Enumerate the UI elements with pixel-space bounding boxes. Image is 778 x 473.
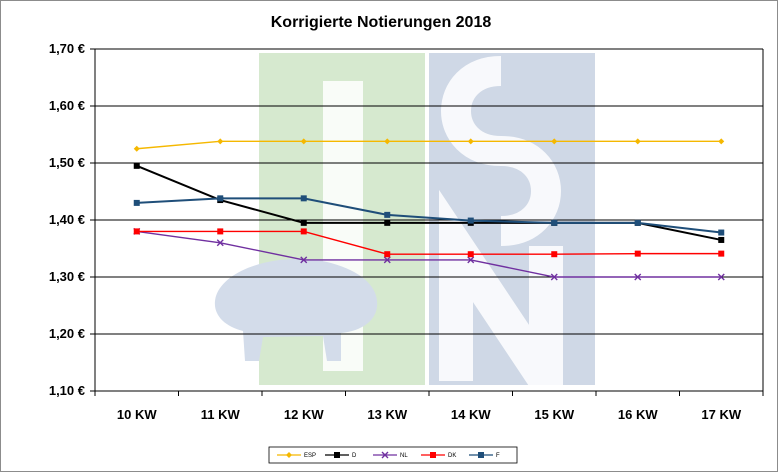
series-line-f bbox=[136, 197, 722, 234]
data-point-f bbox=[217, 195, 224, 202]
legend-label-nl: NL bbox=[400, 453, 408, 459]
legend: ESP D NL DK F bbox=[268, 446, 518, 464]
data-point-dk bbox=[718, 250, 725, 257]
legend-marker-f bbox=[478, 452, 484, 458]
data-point-f bbox=[300, 195, 307, 202]
series-layer bbox=[133, 138, 725, 281]
watermark-letter-n bbox=[439, 189, 563, 438]
series-line-esp bbox=[136, 140, 722, 150]
series-line-dk bbox=[136, 230, 722, 255]
data-point-f bbox=[551, 219, 558, 226]
data-point-dk bbox=[467, 251, 474, 258]
data-point-esp bbox=[467, 138, 474, 145]
data-point-nl bbox=[550, 273, 558, 281]
data-point-nl bbox=[634, 273, 642, 281]
x-tick-label: 15 KW bbox=[534, 407, 574, 422]
y-tick-label: 1,20 € bbox=[49, 326, 85, 341]
watermark-pig-silhouette bbox=[214, 258, 378, 361]
legend-marker-d bbox=[334, 452, 340, 458]
series-dk bbox=[133, 228, 725, 258]
chart-title: Korrigierte Notierungen 2018 bbox=[271, 14, 492, 31]
data-point-f bbox=[718, 229, 725, 236]
data-point-esp bbox=[217, 138, 224, 145]
data-point-dk bbox=[384, 251, 391, 258]
data-point-dk bbox=[217, 228, 224, 235]
x-tick-label: 11 KW bbox=[201, 407, 241, 422]
y-tick-label: 1,70 € bbox=[49, 41, 85, 56]
data-point-d bbox=[300, 219, 307, 226]
data-point-d bbox=[718, 236, 725, 243]
x-tick-label: 10 KW bbox=[117, 407, 157, 422]
y-tick-label: 1,60 € bbox=[49, 98, 85, 113]
data-point-nl bbox=[467, 256, 475, 264]
data-point-nl bbox=[717, 273, 725, 281]
data-point-esp bbox=[551, 138, 558, 145]
data-point-esp bbox=[384, 138, 391, 145]
data-point-nl bbox=[383, 256, 391, 264]
x-axis: 10 KW 11 KW 12 KW 13 KW 14 KW 15 KW 16 KW 17 KW bbox=[94, 391, 764, 422]
series-esp bbox=[133, 138, 725, 152]
legend-label-esp: ESP bbox=[304, 453, 316, 459]
legend-marker-esp bbox=[286, 452, 292, 458]
series-f bbox=[133, 195, 725, 236]
legend-marker-dk bbox=[430, 452, 436, 458]
data-point-esp bbox=[133, 145, 140, 152]
y-tick-label: 1,50 € bbox=[49, 155, 85, 170]
legend-label-dk: DK bbox=[448, 453, 456, 459]
data-point-nl bbox=[300, 256, 308, 264]
x-tick-label: 17 KW bbox=[701, 407, 741, 422]
x-tick-label: 16 KW bbox=[618, 407, 658, 422]
data-point-esp bbox=[718, 138, 725, 145]
watermark-letter-s bbox=[441, 56, 561, 246]
x-tick-label: 12 KW bbox=[284, 407, 324, 422]
y-tick-label: 1,30 € bbox=[49, 269, 85, 284]
x-tick-label: 14 KW bbox=[451, 407, 491, 422]
data-point-nl bbox=[216, 239, 224, 247]
grid-lines bbox=[90, 48, 764, 392]
y-tick-label: 1,10 € bbox=[49, 383, 85, 398]
data-point-dk bbox=[300, 228, 307, 235]
legend-label-d: D bbox=[352, 453, 357, 459]
y-axis: 1,10 € 1,20 € 1,30 € 1,40 € 1,50 € 1,60 € 1,70… bbox=[49, 41, 85, 398]
series-line-nl bbox=[136, 230, 722, 278]
data-point-esp bbox=[634, 138, 641, 145]
data-point-d bbox=[384, 219, 391, 226]
data-point-f bbox=[133, 199, 140, 206]
y-tick-label: 1,40 € bbox=[49, 212, 85, 227]
data-point-esp bbox=[300, 138, 307, 145]
legend-label-f: F bbox=[496, 453, 500, 459]
data-point-dk bbox=[133, 228, 140, 235]
legend-marker-nl bbox=[381, 451, 389, 459]
x-tick-label: 13 KW bbox=[367, 407, 407, 422]
isn-watermark bbox=[214, 53, 595, 438]
data-point-dk bbox=[551, 251, 558, 258]
data-point-d bbox=[133, 162, 140, 169]
data-point-f bbox=[384, 211, 391, 218]
data-point-f bbox=[634, 219, 641, 226]
data-point-f bbox=[467, 217, 474, 224]
data-point-dk bbox=[634, 250, 641, 257]
